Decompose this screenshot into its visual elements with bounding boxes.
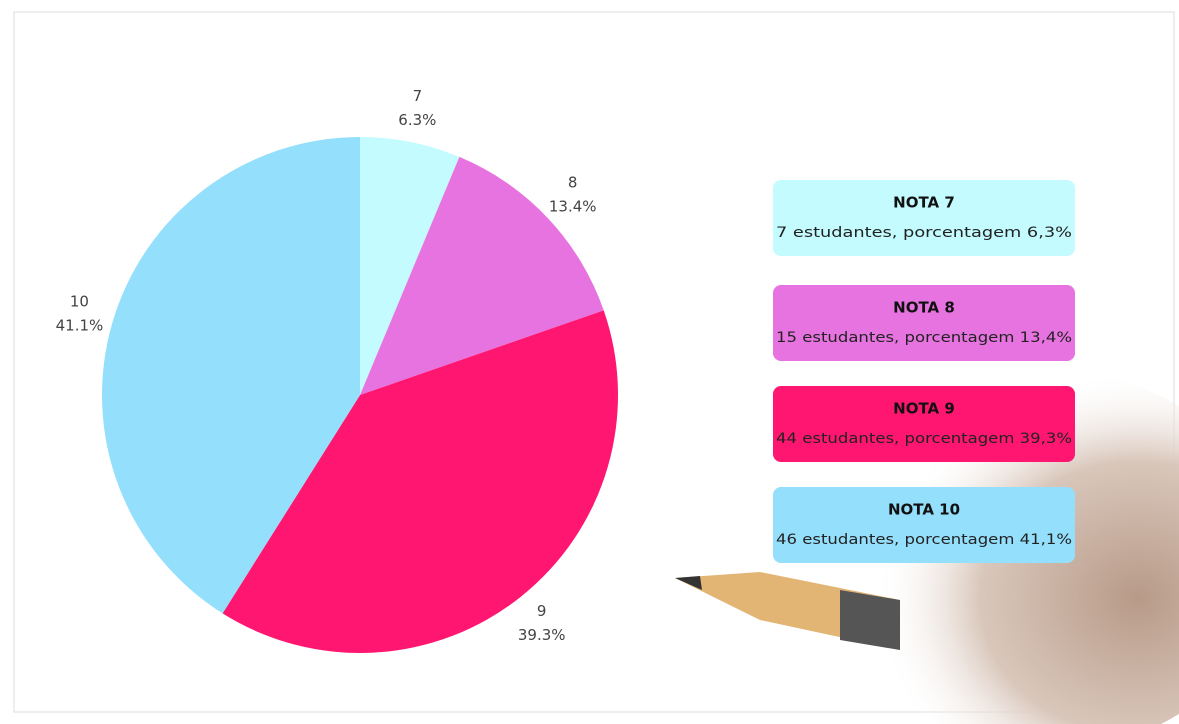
- slice-value-label: 13.4%: [549, 197, 597, 215]
- legend-card-text: 44 estudantes, porcentagem 39,3%: [776, 431, 1072, 447]
- slice-value-label: 6.3%: [398, 111, 436, 129]
- legend-card: [773, 180, 1075, 256]
- legend-card: [773, 487, 1075, 563]
- pie-slice: [360, 156, 604, 395]
- slice-category: 7: [413, 87, 423, 105]
- legend-card-text: 46 estudantes, porcentagem 41,1%: [776, 532, 1072, 548]
- legend-card-title: NOTA 10: [888, 501, 960, 519]
- slice-value-label: 39.3%: [518, 626, 566, 644]
- slice-category: 10: [70, 293, 89, 311]
- pencil-body: [840, 590, 900, 650]
- legend-card: [773, 386, 1075, 462]
- slice-category: 9: [537, 602, 547, 620]
- legend-card-title: NOTA 7: [893, 194, 955, 212]
- legend-card: [773, 285, 1075, 361]
- pie-slice: [101, 137, 361, 614]
- pie: 7 6.3% 8 13.4% 9 39.3% 10 41.1%: [56, 87, 618, 654]
- legend-card-title: NOTA 8: [893, 299, 955, 317]
- legend-cards: NOTA 7 7 estudantes, porcentagem 6,3% NOTA…: [773, 180, 1075, 563]
- slice-value-label: 41.1%: [56, 317, 104, 335]
- pie-slice: [222, 310, 618, 654]
- pie-slice: [360, 137, 460, 395]
- slice-category: 8: [568, 173, 578, 191]
- legend-card-title: NOTA 9: [893, 400, 955, 418]
- legend-card-text: 15 estudantes, porcentagem 13,4%: [776, 330, 1072, 346]
- pencil-tip: [675, 576, 702, 590]
- legend-card-text: 7 estudantes, porcentagem 6,3%: [776, 225, 1072, 241]
